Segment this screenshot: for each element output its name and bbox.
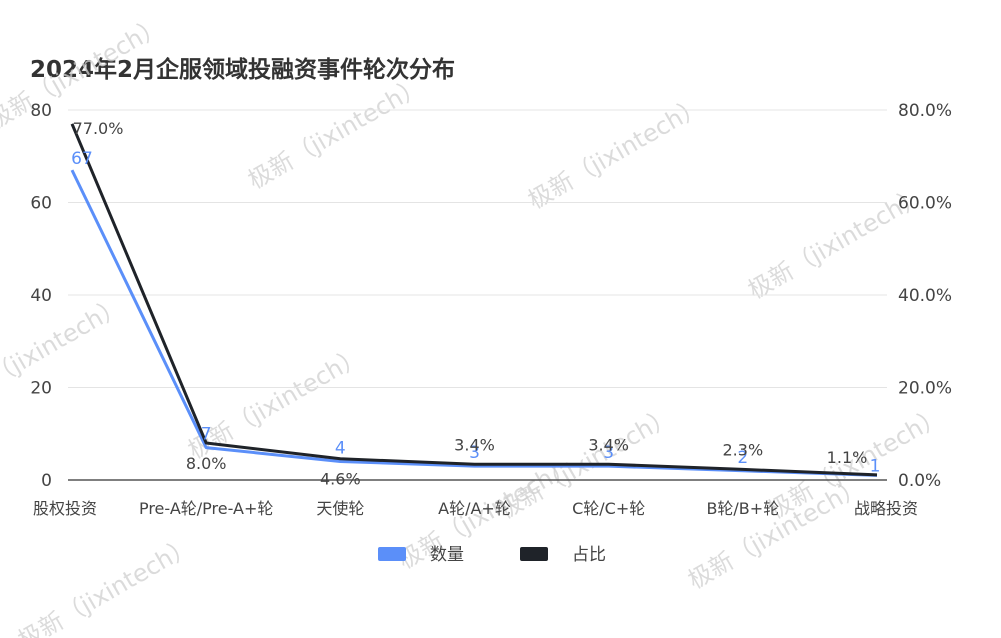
watermark-text: 极新（jixintech） (13, 531, 198, 638)
data-label-percent: 2.3% (723, 440, 764, 459)
watermark-text: 极新（jixintech） (0, 291, 129, 414)
data-label-count: 1 (870, 456, 881, 476)
series-line-percent (70, 123, 878, 477)
y-left-tick-label: 0 (41, 471, 52, 491)
data-label-percent: 8.0% (186, 454, 227, 473)
y-left-tick-label: 60 (30, 194, 52, 214)
y-left-tick-label: 20 (30, 379, 52, 399)
y-left-tick-label: 40 (30, 286, 52, 306)
y-left-tick-label: 80 (30, 101, 52, 121)
y-right-tick-label: 20.0% (898, 379, 952, 399)
data-label-percent: 4.6% (320, 470, 361, 489)
data-label-percent: 77.0% (73, 119, 124, 138)
data-label-count: 7 (201, 425, 212, 445)
watermark-text: 极新（jixintech） (683, 471, 868, 594)
y-right-tick-label: 0.0% (898, 471, 941, 491)
data-label-count: 3 (469, 443, 480, 463)
x-tick-label: Pre-A轮/Pre-A+轮 (139, 499, 273, 518)
y-right-tick-label: 40.0% (898, 286, 952, 306)
axis-layer: 0 20 40 60 80 0.0% 20.0% 40.0% 60.0% 80.0% 股权投资 Pre… (30, 101, 952, 518)
watermark-text: 极新（jixintech） (0, 11, 169, 134)
x-tick-label: C轮/C+轮 (572, 499, 645, 518)
y-right-tick-label: 60.0% (898, 194, 952, 214)
data-label-percent: 3.4% (588, 435, 629, 454)
watermark-text: 极新（jixintech） (243, 71, 428, 194)
legend-swatch (378, 547, 406, 561)
x-tick-label: A轮/A+轮 (438, 499, 511, 518)
chart-title: 2024年2月企服领域投融资事件轮次分布 (30, 57, 456, 83)
legend-label: 数量 (430, 545, 464, 565)
x-tick-label: 战略投资 (854, 499, 918, 518)
data-label-count: 67 (71, 149, 93, 169)
data-label-count: 4 (335, 439, 346, 459)
x-tick-label: 天使轮 (316, 499, 364, 518)
series-line-count (70, 169, 878, 477)
data-label-percent: 1.1% (827, 448, 868, 467)
legend: 数量 占比 (378, 545, 606, 565)
data-label-count: 3 (603, 443, 614, 463)
x-tick-label: 股权投资 (33, 499, 97, 518)
data-label-count: 2 (737, 448, 748, 468)
y-right-tick-label: 80.0% (898, 101, 952, 121)
data-label-layer: 67 7 4 3 3 2 1 77.0% 8.0% 4.6% 3.4% 3.4% 2.3% 1.1% (71, 119, 880, 489)
data-label-percent: 3.4% (454, 435, 495, 454)
grid-layer (68, 109, 887, 388)
legend-label: 占比 (572, 545, 606, 565)
watermark-layer: 极新（jixintech） 极新（jixintech） 极新（jixintech） 极… (0, 11, 949, 638)
series-layer (70, 123, 878, 477)
legend-item-count: 数量 (378, 545, 464, 565)
legend-item-percent: 占比 (520, 545, 606, 565)
legend-swatch (520, 547, 548, 561)
x-tick-label: B轮/B+轮 (706, 499, 779, 518)
